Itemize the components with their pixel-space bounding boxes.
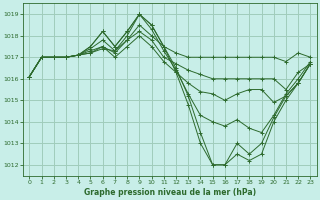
X-axis label: Graphe pression niveau de la mer (hPa): Graphe pression niveau de la mer (hPa)	[84, 188, 256, 197]
